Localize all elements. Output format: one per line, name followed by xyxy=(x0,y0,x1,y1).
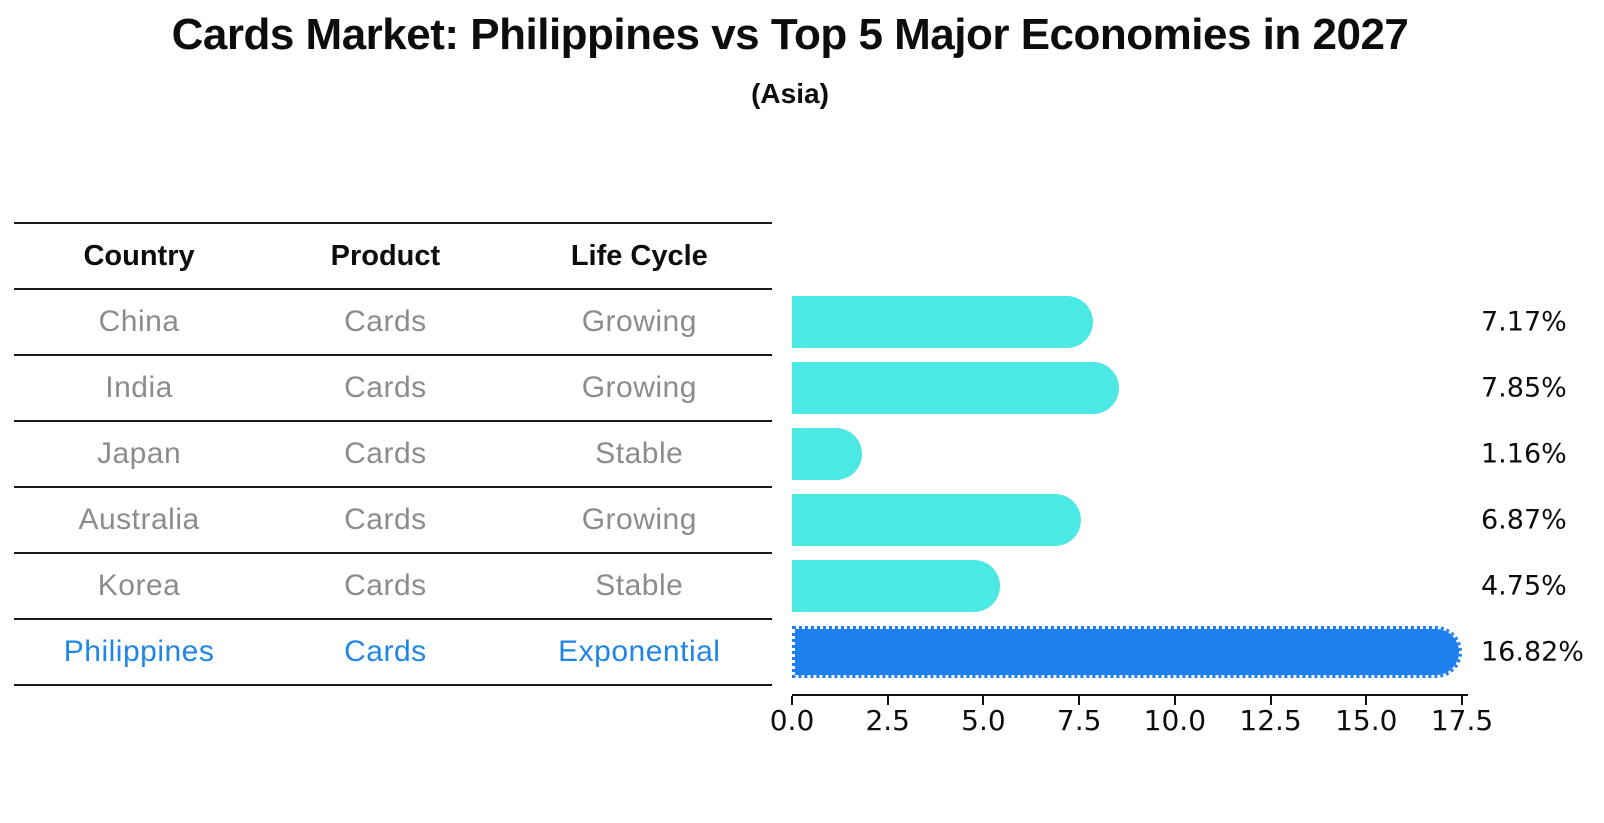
x-axis-tick xyxy=(1461,696,1463,705)
chart-title: Cards Market: Philippines vs Top 5 Major… xyxy=(171,10,1409,59)
x-axis-tick xyxy=(1269,696,1272,705)
x-axis-tick xyxy=(1365,696,1368,705)
bar-india xyxy=(792,362,1119,414)
x-axis-tick xyxy=(1173,696,1176,705)
x-axis-tick-label: 7.5 xyxy=(1056,704,1102,737)
product-cell: Cards xyxy=(344,305,427,338)
table-body: China Cards Growing India Cards Growing … xyxy=(14,290,772,686)
country-cell: China xyxy=(98,305,180,338)
bar-china xyxy=(792,296,1093,348)
product-cell: Cards xyxy=(344,635,427,668)
country-cell: Philippines xyxy=(63,635,215,668)
table-row-india: India Cards Growing xyxy=(14,356,772,422)
table-row-philippines: Philippines Cards Exponential xyxy=(14,620,772,686)
product-cell: Cards xyxy=(344,569,427,602)
x-axis-tick xyxy=(886,696,889,705)
life-cycle-cell: Stable xyxy=(595,569,684,602)
column-header-life-cycle: Life Cycle xyxy=(570,239,708,272)
value-label-philippines: 16.82% xyxy=(1481,636,1584,668)
x-axis-tick xyxy=(791,696,793,705)
country-cell: Korea xyxy=(97,569,181,602)
country-cell: India xyxy=(105,371,173,404)
table-row-korea: Korea Cards Stable xyxy=(14,554,772,620)
x-axis xyxy=(792,694,1468,696)
product-cell: Cards xyxy=(344,503,427,536)
life-cycle-cell: Exponential xyxy=(558,635,721,668)
bar-australia xyxy=(792,494,1082,546)
table-header-row: Country Product Life Cycle xyxy=(14,224,772,290)
x-axis-tick-label: 2.5 xyxy=(865,704,910,737)
x-axis-tick-label: 0.0 xyxy=(769,704,815,737)
product-cell: Cards xyxy=(344,437,427,470)
value-label-india: 7.85% xyxy=(1481,372,1567,404)
x-axis-tick-label: 12.5 xyxy=(1239,704,1302,737)
bar-philippines xyxy=(792,626,1462,678)
country-cell: Australia xyxy=(78,503,200,536)
bar-japan xyxy=(792,428,863,480)
column-header-product: Product xyxy=(330,239,441,272)
x-axis-tick xyxy=(982,696,985,705)
bar-korea xyxy=(792,560,1000,612)
column-header-country: Country xyxy=(83,239,195,272)
country-cell: Japan xyxy=(96,437,182,470)
life-cycle-cell: Growing xyxy=(581,371,697,404)
x-axis-tick-label: 5.0 xyxy=(961,704,1006,737)
table-row-japan: Japan Cards Stable xyxy=(14,422,772,488)
life-cycle-cell: Stable xyxy=(595,437,684,470)
value-label-japan: 1.16% xyxy=(1481,438,1567,470)
x-axis-tick-label: 10.0 xyxy=(1143,704,1207,737)
country-table: Country Product Life Cycle China Cards G… xyxy=(14,222,772,686)
life-cycle-cell: Growing xyxy=(581,503,697,536)
x-axis-tick-label: 15.0 xyxy=(1335,704,1398,737)
life-cycle-cell: Growing xyxy=(581,305,697,338)
x-axis-tick xyxy=(1078,696,1081,705)
table-row-australia: Australia Cards Growing xyxy=(14,488,772,554)
product-cell: Cards xyxy=(344,371,427,404)
table-row-china: China Cards Growing xyxy=(14,290,772,356)
value-label-china: 7.17% xyxy=(1481,306,1567,338)
chart-subtitle: (Asia) xyxy=(751,78,829,109)
value-label-australia: 6.87% xyxy=(1481,504,1567,536)
x-axis-tick-label: 17.5 xyxy=(1430,704,1494,737)
value-label-korea: 4.75% xyxy=(1481,570,1567,602)
